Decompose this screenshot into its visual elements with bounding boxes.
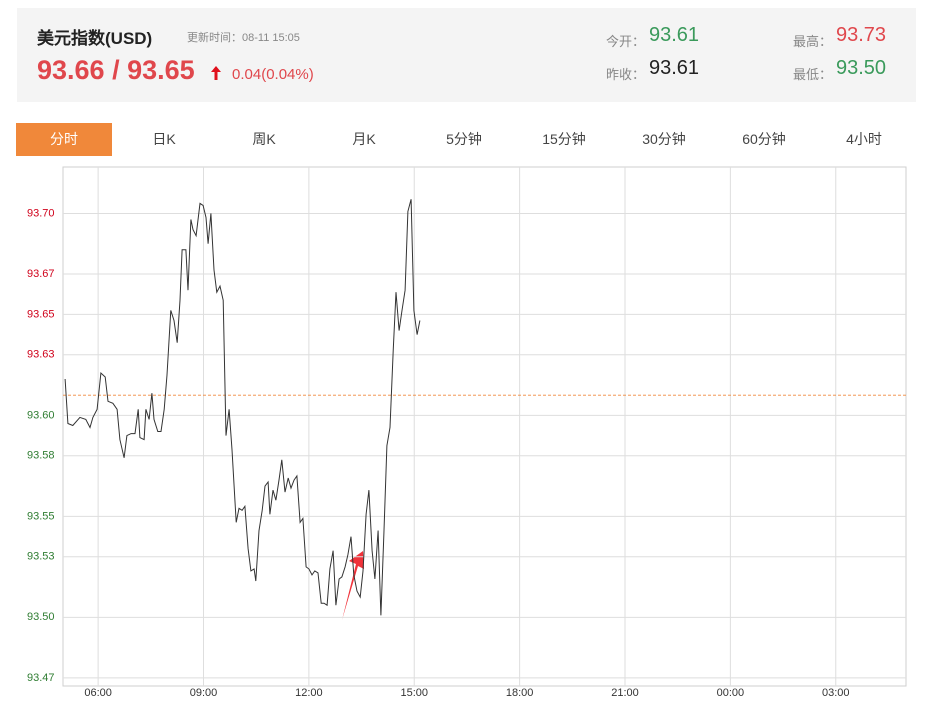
tab[interactable]: 30分钟 bbox=[642, 131, 686, 147]
y-tick-label: 93.67 bbox=[27, 268, 55, 280]
x-tick-label: 03:00 bbox=[822, 687, 850, 699]
x-tick-label: 18:00 bbox=[506, 687, 534, 699]
x-tick-label: 06:00 bbox=[84, 687, 112, 699]
stat-value: 93.50 bbox=[836, 57, 887, 79]
tab[interactable]: 15分钟 bbox=[542, 131, 586, 147]
x-tick-label: 00:00 bbox=[717, 687, 745, 699]
x-tick-label: 12:00 bbox=[295, 687, 323, 699]
tab[interactable]: 60分钟 bbox=[742, 131, 786, 147]
tab[interactable]: 月K bbox=[352, 131, 376, 147]
y-tick-label: 93.65 bbox=[27, 308, 55, 320]
update-time: 更新时间：08-11 15:05 bbox=[187, 32, 300, 44]
price-line bbox=[64, 199, 421, 616]
x-tick-label: 21:00 bbox=[611, 687, 639, 699]
tab[interactable]: 4小时 bbox=[846, 131, 882, 147]
y-tick-label: 93.55 bbox=[27, 510, 55, 522]
y-tick-label: 93.53 bbox=[27, 551, 55, 563]
stat-value: 93.61 bbox=[649, 24, 700, 46]
y-tick-label: 93.70 bbox=[27, 207, 55, 219]
tab[interactable]: 分时 bbox=[16, 123, 112, 156]
y-tick-label: 93.50 bbox=[27, 611, 55, 623]
x-tick-label: 15:00 bbox=[400, 687, 428, 699]
price: 93.66 / 93.65 bbox=[37, 55, 195, 85]
stat-value: 93.73 bbox=[836, 24, 887, 46]
annotation-arrow bbox=[342, 551, 364, 620]
stat-label: 今开： bbox=[606, 34, 646, 49]
title: 美元指数(USD) bbox=[37, 29, 153, 48]
up-arrow bbox=[211, 66, 221, 80]
chart: 93.47 93.50 93.53 93.55 93.58 93.60 93.63 93.65… bbox=[27, 166, 907, 699]
stat-value: 93.61 bbox=[649, 57, 700, 79]
tab[interactable]: 日K bbox=[152, 131, 176, 147]
tab[interactable]: 周K bbox=[252, 131, 276, 147]
y-tick-label: 93.60 bbox=[27, 409, 55, 421]
stat-label: 最高： bbox=[793, 34, 833, 49]
y-tick-label: 93.58 bbox=[27, 450, 55, 462]
tab[interactable]: 5分钟 bbox=[446, 131, 482, 147]
stat-label: 昨收： bbox=[606, 67, 646, 82]
header-panel bbox=[17, 8, 916, 102]
y-tick-label: 93.63 bbox=[27, 349, 55, 361]
y-tick-label: 93.47 bbox=[27, 672, 55, 684]
change: 0.04(0.04%) bbox=[232, 66, 314, 83]
plot-frame bbox=[62, 166, 907, 687]
x-tick-label: 09:00 bbox=[190, 687, 218, 699]
stat-label: 最低： bbox=[793, 67, 833, 82]
